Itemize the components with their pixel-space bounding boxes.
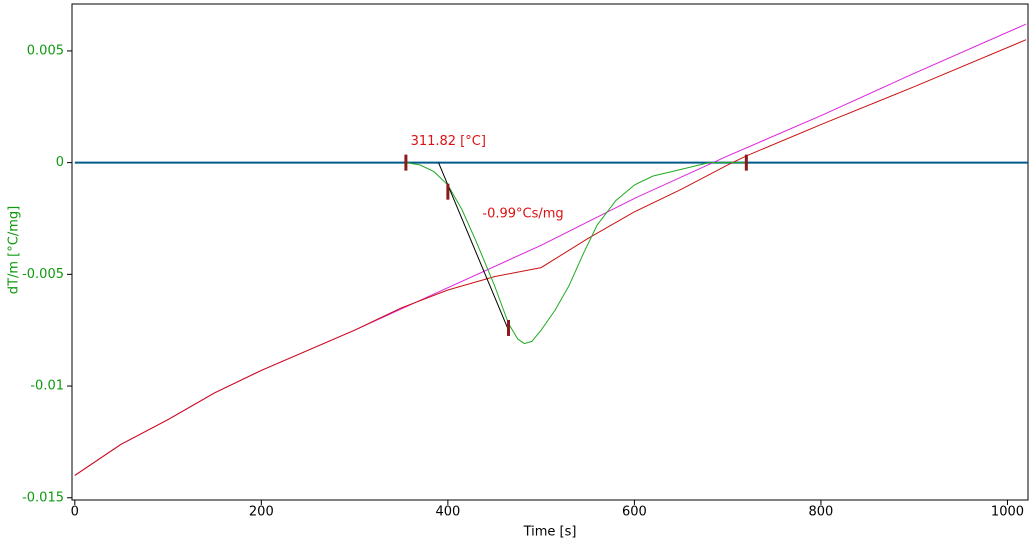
y-tick-label: -0.005 [22,267,64,282]
x-tick-label: 400 [435,505,460,520]
y-tick-label: 0 [56,155,64,170]
data-line [405,162,747,345]
y-axis-label: dT/m [°C/mg] [7,206,22,294]
x-tick-label: 600 [622,505,647,520]
x-tick-label: 200 [249,505,274,520]
x-tick-label: 1000 [991,505,1024,520]
x-axis-label: Time [s] [523,525,577,540]
data-line [74,39,1027,476]
y-tick-label: -0.015 [22,490,64,505]
annotation: -0.99°Cs/mg [482,207,563,222]
data-line [438,162,509,331]
y-tick-label: 0.005 [27,43,64,58]
x-tick-label: 800 [809,505,834,520]
annotation: 311.82 [°C] [411,134,486,149]
x-tick-label: 0 [71,505,79,520]
data-line [74,23,1027,476]
plot-frame [71,3,1029,501]
y-tick-label: -0.01 [30,379,64,394]
